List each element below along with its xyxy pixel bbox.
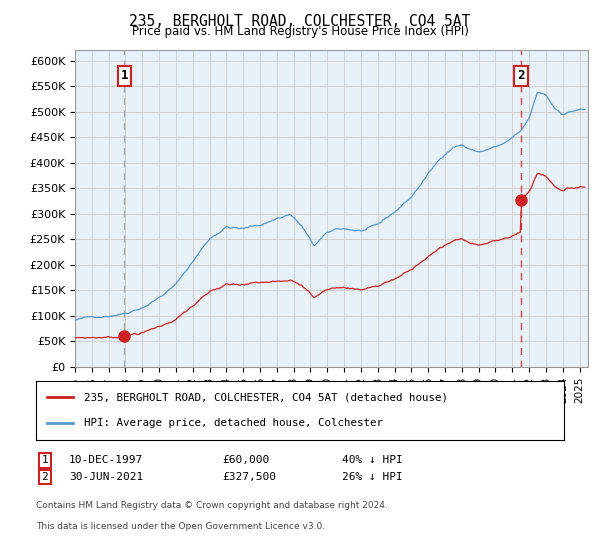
Text: 2: 2 <box>41 472 49 482</box>
Text: 10-DEC-1997: 10-DEC-1997 <box>69 455 143 465</box>
Text: This data is licensed under the Open Government Licence v3.0.: This data is licensed under the Open Gov… <box>36 522 325 531</box>
Text: 1: 1 <box>41 455 49 465</box>
Text: Contains HM Land Registry data © Crown copyright and database right 2024.: Contains HM Land Registry data © Crown c… <box>36 501 388 510</box>
Text: 235, BERGHOLT ROAD, COLCHESTER, CO4 5AT (detached house): 235, BERGHOLT ROAD, COLCHESTER, CO4 5AT … <box>83 392 448 402</box>
Text: 26% ↓ HPI: 26% ↓ HPI <box>342 472 403 482</box>
Text: Price paid vs. HM Land Registry's House Price Index (HPI): Price paid vs. HM Land Registry's House … <box>131 25 469 38</box>
Text: £60,000: £60,000 <box>222 455 269 465</box>
Text: HPI: Average price, detached house, Colchester: HPI: Average price, detached house, Colc… <box>83 418 383 428</box>
Text: 235, BERGHOLT ROAD, COLCHESTER, CO4 5AT: 235, BERGHOLT ROAD, COLCHESTER, CO4 5AT <box>130 14 470 29</box>
Text: 40% ↓ HPI: 40% ↓ HPI <box>342 455 403 465</box>
Text: £327,500: £327,500 <box>222 472 276 482</box>
Text: 2: 2 <box>517 69 524 82</box>
Text: 30-JUN-2021: 30-JUN-2021 <box>69 472 143 482</box>
Text: 1: 1 <box>121 69 128 82</box>
